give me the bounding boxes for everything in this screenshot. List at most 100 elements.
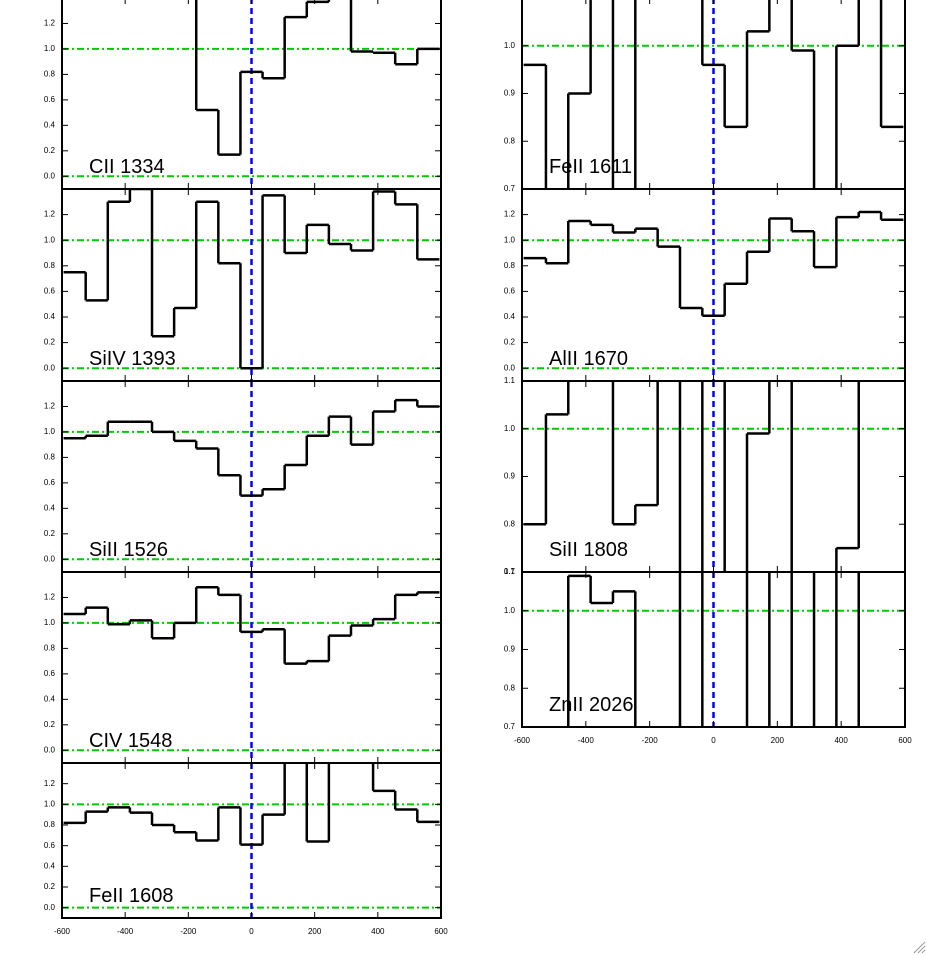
panel-label: CIV 1548 [89, 730, 172, 752]
y-tick-label: 1.0 [44, 44, 56, 53]
panel: 0.7 0.8 0.9 1.0 1.1 -600 -400 -200 0 200 400 600 ZnI… [504, 567, 912, 745]
x-tick-label: 600 [898, 736, 912, 745]
y-tick-label: 0.4 [44, 312, 56, 321]
panel: 0.0 0.2 0.4 0.6 0.8 1.0 1.2 CII 1334 [44, 0, 442, 190]
x-tick-label: 400 [834, 736, 848, 745]
plot-area [62, 572, 441, 763]
y-tick-label: 0.8 [44, 453, 56, 462]
y-tick-label: 1.0 [504, 235, 516, 244]
y-tick-label: 1.0 [44, 618, 56, 627]
y-tick-label: 1.0 [504, 606, 516, 615]
y-tick-label: 0.8 [44, 644, 56, 653]
panel: 0.0 0.2 0.4 0.6 0.8 1.0 1.2 AlII 1670 [504, 188, 906, 382]
y-tick-label: 0.4 [44, 503, 56, 512]
x-tick-label: 0 [711, 736, 716, 745]
y-tick-label: 0.6 [44, 669, 56, 678]
y-tick-label: 1.0 [44, 235, 56, 244]
y-tick-label: 0.4 [44, 120, 56, 129]
panel: 0.0 0.2 0.4 0.6 0.8 1.0 1.2 -600 -400 -200 0 200 400… [44, 762, 448, 936]
x-tick-label: 400 [371, 927, 385, 936]
y-tick-label: 0.8 [504, 261, 516, 270]
y-tick-label: 1.2 [44, 19, 56, 28]
x-tick-label: -400 [578, 736, 595, 745]
x-tick-label: 200 [771, 736, 785, 745]
x-tick-label: -600 [514, 736, 531, 745]
y-tick-label: 0.4 [44, 861, 56, 870]
panel-label: FeII 1608 [89, 885, 174, 907]
panel-label: SiIV 1393 [89, 348, 176, 370]
y-tick-label: 1.2 [504, 210, 516, 219]
y-tick-label: 0.2 [504, 338, 516, 347]
panel-label: SiII 1808 [549, 539, 628, 561]
panel-label: FeII 1611 [549, 156, 632, 178]
y-tick-label: 0.7 [504, 722, 516, 731]
y-tick-label: 0.2 [44, 338, 56, 347]
y-tick-label: 0.9 [504, 645, 516, 654]
y-tick-label: 0.9 [504, 472, 516, 481]
y-tick-label: 0.8 [504, 683, 516, 692]
y-tick-label: 0.2 [44, 882, 56, 891]
plot-area [62, 0, 441, 189]
x-tick-label: 0 [249, 927, 254, 936]
x-tick-label: 600 [434, 927, 448, 936]
plot-area [522, 381, 905, 572]
y-tick-label: 1.2 [44, 779, 56, 788]
y-tick-label: 0.6 [44, 478, 56, 487]
y-tick-label: 1.0 [504, 41, 516, 50]
y-tick-label: 0.4 [504, 312, 516, 321]
plot-area [62, 381, 441, 572]
y-tick-label: 0.7 [504, 184, 516, 193]
y-tick-label: 0.0 [44, 745, 56, 754]
y-tick-label: 0.8 [44, 70, 56, 79]
y-tick-label: 1.2 [44, 210, 56, 219]
y-tick-label: 1.0 [44, 799, 56, 808]
x-tick-label: -200 [180, 927, 197, 936]
plot-area [522, 572, 905, 727]
y-tick-label: 1.1 [504, 376, 516, 385]
y-tick-label: 0.0 [44, 363, 56, 372]
y-tick-label: 0.0 [44, 171, 56, 180]
plot-area [522, 189, 905, 381]
y-tick-label: 0.2 [44, 146, 56, 155]
y-tick-label: 1.2 [44, 402, 56, 411]
x-tick-label: 200 [308, 927, 322, 936]
y-tick-label: 1.1 [504, 0, 516, 2]
x-tick-label: -400 [117, 927, 134, 936]
y-tick-label: 0.8 [504, 519, 516, 528]
y-tick-label: 1.0 [504, 424, 516, 433]
panel-label: CII 1334 [89, 156, 165, 178]
y-tick-label: 1.0 [44, 427, 56, 436]
y-tick-label: 0.4 [44, 694, 56, 703]
plot-area [62, 189, 441, 381]
panel-label: ZnII 2026 [549, 694, 634, 716]
x-tick-label: -200 [642, 736, 659, 745]
y-tick-label: 0.6 [44, 95, 56, 104]
panel-label: SiII 1526 [89, 539, 168, 561]
plot-area [522, 0, 905, 189]
y-tick-label: 0.6 [44, 287, 56, 296]
y-tick-label: 0.8 [504, 136, 516, 145]
resize-grip [913, 941, 926, 954]
y-tick-label: 0.6 [504, 287, 516, 296]
y-tick-label: 0.2 [44, 720, 56, 729]
plot-area [62, 763, 441, 918]
y-tick-label: 0.0 [44, 903, 56, 912]
x-tick-label: -600 [54, 927, 71, 936]
y-tick-label: 0.6 [44, 841, 56, 850]
y-tick-label: 0.0 [504, 363, 516, 372]
panel: 0.0 0.2 0.4 0.6 0.8 1.0 1.2 CIV 1548 [44, 571, 442, 764]
y-tick-label: 0.8 [44, 261, 56, 270]
y-tick-label: 0.0 [44, 554, 56, 563]
y-tick-label: 0.8 [44, 820, 56, 829]
y-tick-label: 1.1 [504, 567, 516, 576]
y-tick-label: 0.2 [44, 529, 56, 538]
panel: 0.7 0.8 0.9 1.0 1.1 SiII 1808 [504, 376, 906, 576]
y-tick-label: 0.7 [504, 567, 516, 576]
y-tick-label: 0.9 [504, 89, 516, 98]
panel-label: AlII 1670 [549, 348, 628, 370]
y-tick-label: 1.2 [44, 593, 56, 602]
panel: 0.7 0.8 0.9 1.0 1.1 FeII 1611 [504, 0, 906, 193]
